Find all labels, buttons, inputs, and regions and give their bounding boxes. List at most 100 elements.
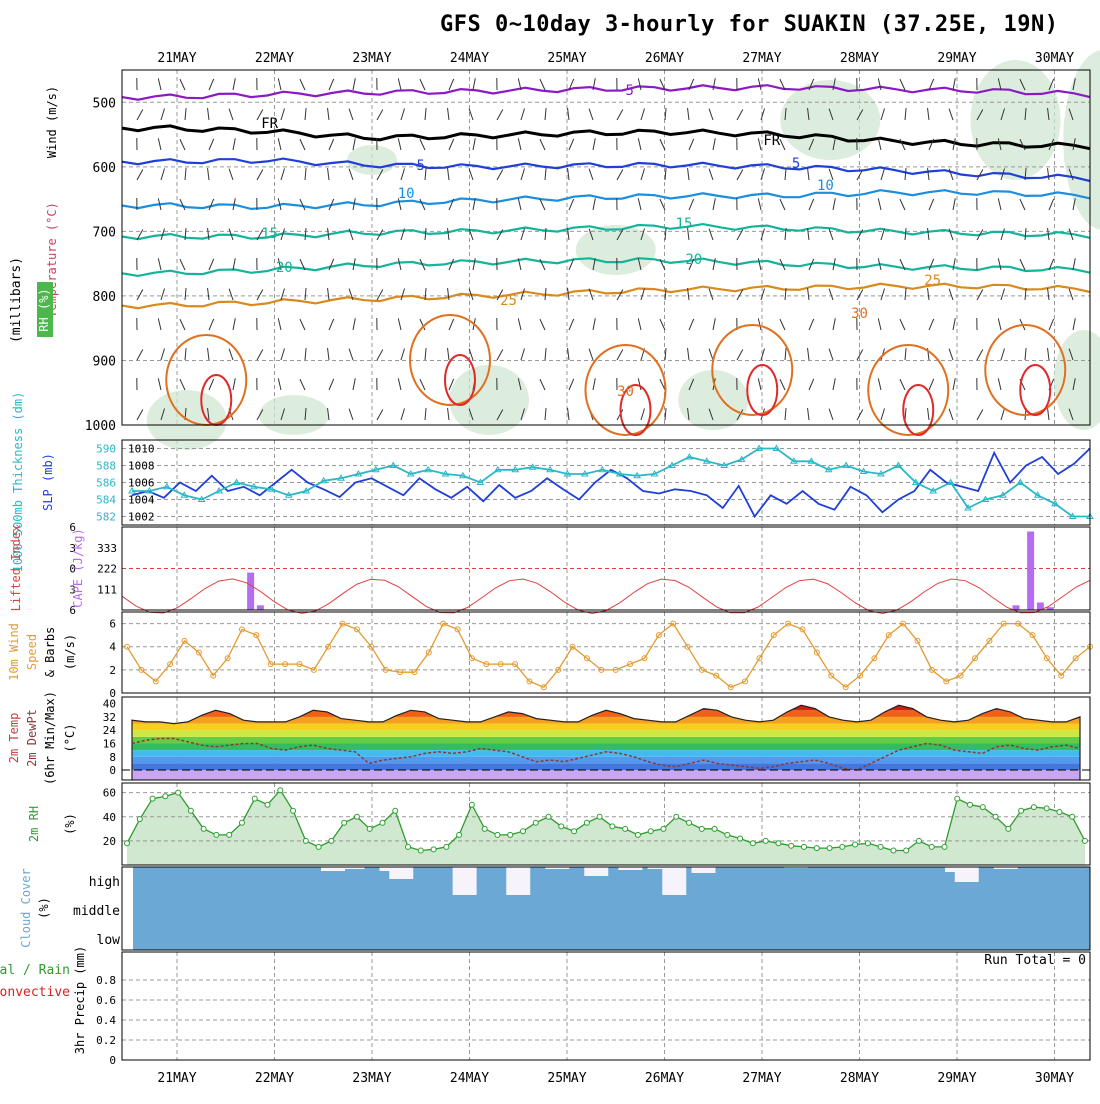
- rh-marker: [393, 808, 398, 813]
- wind-barb: [497, 350, 503, 360]
- rh-marker: [904, 848, 909, 853]
- wind-barb: [420, 79, 425, 90]
- wind-barb: [185, 168, 186, 180]
- rh-shade-blob: [259, 395, 329, 435]
- wind-barb: [377, 290, 383, 300]
- rh-marker: [176, 790, 181, 795]
- wind-barb: [398, 78, 401, 90]
- wind-barb: [300, 319, 305, 330]
- wind-barb: [158, 258, 161, 270]
- wind-barb: [833, 318, 835, 330]
- wind-barb: [518, 138, 521, 150]
- wind-barb: [545, 408, 546, 420]
- wind-barb: [1049, 199, 1054, 210]
- wind-barb: [638, 378, 641, 390]
- wind-barb: [617, 290, 623, 300]
- wind-barb: [233, 318, 235, 330]
- wind-barb: [233, 258, 235, 270]
- contour-label: 20: [685, 252, 702, 268]
- wind-barb: [905, 408, 906, 420]
- speed-label: Speed: [25, 634, 39, 670]
- wind-barb: [137, 410, 143, 420]
- wind-barb: [780, 139, 785, 150]
- slp-tick-label: 1008: [128, 460, 155, 473]
- rh-marker: [495, 832, 500, 837]
- high-cloud-bar: [506, 867, 530, 895]
- wind-barb: [473, 138, 475, 150]
- wind-barb: [1048, 348, 1049, 360]
- wind-barb: [829, 289, 833, 300]
- rh-marker: [342, 820, 347, 825]
- temp-tick-label: 40: [103, 698, 116, 711]
- rh-marker: [137, 817, 142, 822]
- high-cloud-bar: [389, 867, 413, 879]
- wind-barb: [185, 288, 186, 300]
- wind-barb: [905, 228, 906, 240]
- rh-tick-label: 20: [103, 835, 116, 848]
- wind-barb: [518, 198, 521, 210]
- precip-tick-label: 0.6: [96, 994, 116, 1007]
- rh-axis-label: RH (%): [37, 288, 51, 331]
- wind-barb: [900, 79, 905, 90]
- wind-barb: [593, 138, 595, 150]
- wind-barb: [137, 170, 143, 180]
- wind-barb: [617, 350, 623, 360]
- wind-barb: [328, 108, 329, 120]
- rh-marker: [316, 844, 321, 849]
- precip-tick-label: 0: [109, 1054, 116, 1067]
- precip-tick-label: 0.4: [96, 1014, 116, 1027]
- rh-marker: [661, 826, 666, 831]
- wind-barb: [665, 168, 666, 180]
- panel-frame: [122, 952, 1090, 1060]
- rh-marker: [865, 841, 870, 846]
- date-label-bottom: 22MAY: [255, 1071, 294, 1086]
- wind-barb: [689, 199, 694, 210]
- cape-bar: [257, 605, 264, 610]
- wind-barb: [900, 139, 905, 150]
- wind-barb: [425, 108, 426, 120]
- rh-marker: [214, 832, 219, 837]
- wind-barb: [593, 378, 595, 390]
- rh-marker: [150, 796, 155, 801]
- wind-barb: [208, 288, 209, 300]
- wind-barb: [257, 170, 263, 180]
- contour-label: 25: [500, 293, 517, 309]
- rh-marker: [252, 796, 257, 801]
- cloud-level-label: low: [97, 933, 121, 948]
- isotherm-line: [122, 190, 1090, 209]
- wind-barb: [808, 348, 809, 360]
- wind-barb: [281, 169, 285, 180]
- wind-barb: [928, 408, 929, 420]
- rh-marker: [367, 826, 372, 831]
- wind-barb: [857, 290, 863, 300]
- contour-label: 30: [851, 306, 868, 322]
- wind-barb: [158, 78, 161, 90]
- wind-barb: [568, 168, 569, 180]
- rh-marker: [993, 814, 998, 819]
- date-label-top: 22MAY: [255, 51, 294, 66]
- wind-barb: [180, 379, 185, 390]
- wind-barb: [521, 169, 525, 180]
- wind-speed-line: [127, 624, 1090, 688]
- cloud-level-label: high: [89, 875, 120, 890]
- wind-barb: [881, 109, 885, 120]
- wind-barb: [1048, 288, 1049, 300]
- wind-barb: [208, 108, 209, 120]
- wind-barb: [998, 198, 1001, 210]
- wind-barb: [929, 199, 934, 210]
- lifted-index-line: [122, 579, 1090, 614]
- high-cloud-bar: [955, 867, 979, 882]
- wind-barb: [401, 109, 405, 120]
- wind-barb: [953, 198, 955, 210]
- contour-label: FR: [763, 133, 780, 149]
- wind-barb: [589, 349, 593, 360]
- wind-barb: [665, 408, 666, 420]
- wind-barb: [928, 228, 929, 240]
- wind-barb: [758, 258, 761, 270]
- wind-barb: [349, 409, 353, 420]
- wind-barb: [425, 348, 426, 360]
- high-cloud-bar: [692, 867, 716, 873]
- wind-barb: [977, 410, 983, 420]
- thickness-tick-label: 590: [96, 443, 116, 456]
- wind-barb: [305, 168, 306, 180]
